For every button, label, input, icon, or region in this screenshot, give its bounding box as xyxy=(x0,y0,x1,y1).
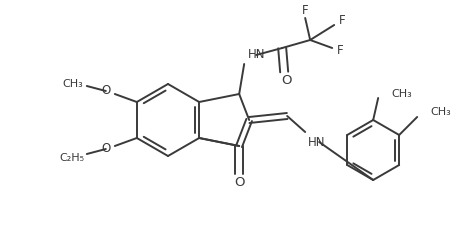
Text: O: O xyxy=(101,143,110,156)
Text: CH₃: CH₃ xyxy=(390,89,411,99)
Text: F: F xyxy=(301,3,308,16)
Text: O: O xyxy=(280,75,291,88)
Text: CH₃: CH₃ xyxy=(429,107,450,117)
Text: O: O xyxy=(101,84,110,98)
Text: HN: HN xyxy=(308,136,325,149)
Text: F: F xyxy=(338,14,345,27)
Text: O: O xyxy=(234,176,244,189)
Text: C₂H₅: C₂H₅ xyxy=(59,153,84,163)
Text: HN: HN xyxy=(248,48,265,61)
Text: F: F xyxy=(336,44,343,56)
Text: CH₃: CH₃ xyxy=(62,79,83,89)
